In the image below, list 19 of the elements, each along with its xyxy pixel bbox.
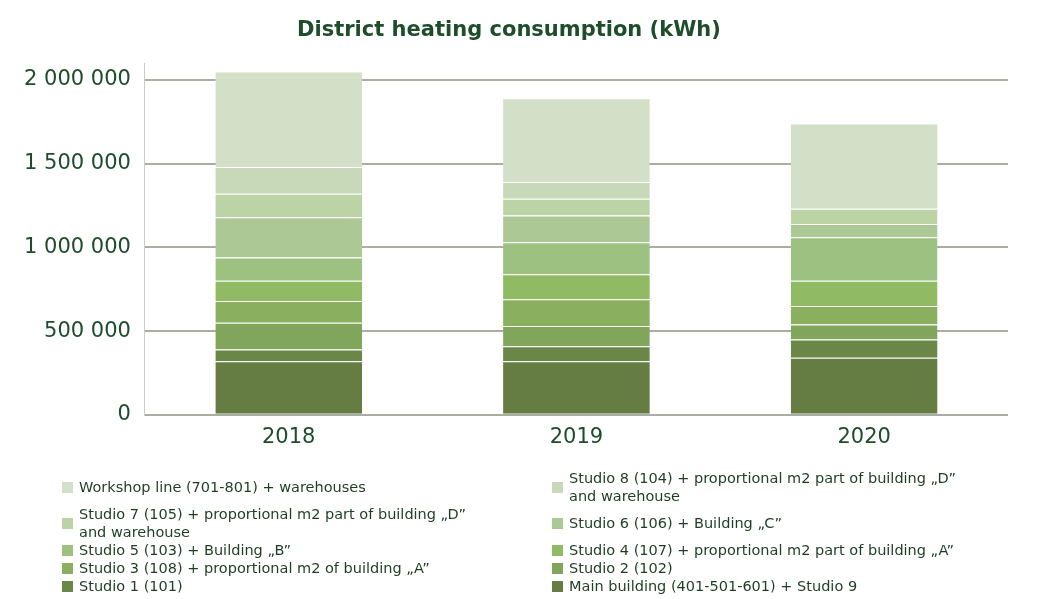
legend-label: Studio 2 (102) — [569, 559, 673, 577]
x-tick-label: 2020 — [837, 423, 891, 448]
y-tick-label: 1 500 000 — [23, 150, 131, 175]
legend-label: Studio 4 (107) + proportional m2 part of building „A” — [569, 541, 955, 559]
legend-label: Studio 1 (101) — [79, 577, 183, 595]
legend-label: Main building (401-501-601) + Studio 9 — [569, 577, 858, 595]
y-tick-label: 0 — [117, 401, 131, 426]
x-tick-label: 2018 — [262, 423, 316, 448]
chart-title: District heating consumption (kWh) — [297, 17, 721, 42]
legend-label: Studio 3 (108) + proportional m2 of building „A” — [79, 559, 430, 577]
legend-label: Workshop line (701-801) + warehouses — [79, 478, 366, 496]
legend-label: Studio 7 (105) + proportional m2 part of building „D” and warehouse — [79, 505, 467, 541]
y-tick-label: 1 000 000 — [23, 233, 131, 258]
legend-label: Studio 8 (104) + proportional m2 part of building „D” and warehouse — [569, 469, 957, 505]
y-tick-label: 2 000 000 — [23, 66, 131, 91]
y-tick-label: 500 000 — [44, 317, 131, 342]
legend-label: Studio 6 (106) + Building „C” — [569, 514, 783, 532]
legend-label: Studio 5 (103) + Building „B” — [79, 541, 292, 559]
x-tick-label: 2019 — [549, 423, 604, 448]
